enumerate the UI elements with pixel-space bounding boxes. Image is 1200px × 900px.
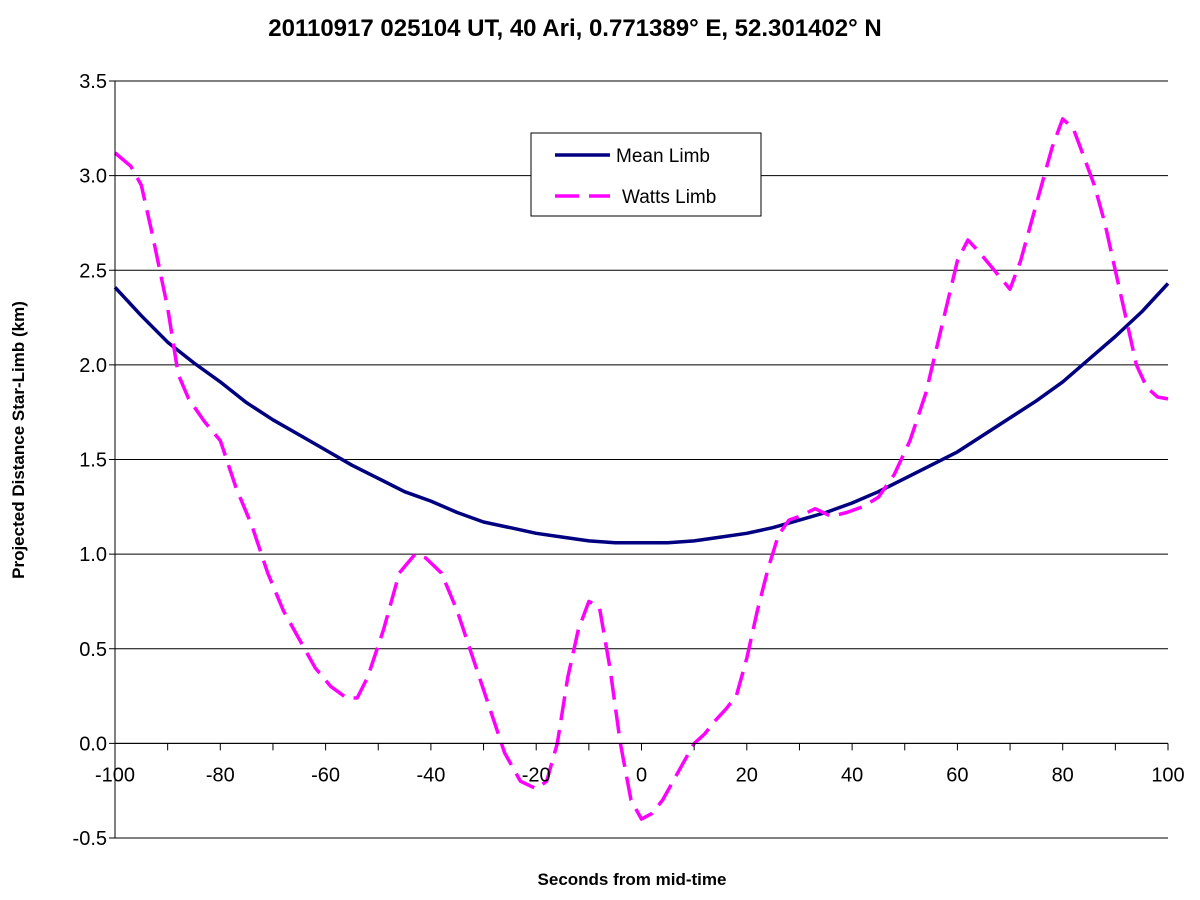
legend-label-mean-limb: Mean Limb [616,146,710,167]
series-line-mean-limb [113,282,1170,545]
y-tick-label: -0.5 [73,828,107,850]
x-tick-label: -60 [311,764,340,786]
y-axis-title: Projected Distance Star-Limb (km) [9,301,28,579]
x-tick-label: -100 [95,764,135,786]
x-tick-label: 60 [946,764,968,786]
y-tick-label: 1.5 [79,450,107,472]
series-group [113,117,1170,821]
x-axis-title: Seconds from mid-time [538,870,727,889]
x-tick-label: -40 [416,764,445,786]
series-line-watts-limb [113,117,1169,821]
legend-label-watts-limb: Watts Limb [622,187,716,208]
chart-title: 20110917 025104 UT, 40 Ari, 0.771389° E,… [268,15,881,42]
x-tick-label: 0 [636,764,647,786]
x-tick-label: 20 [736,764,758,786]
tick-labels: -0.5 0.0 0.5 1.0 1.5 2.0 2.5 3.0 3.5 -100 -80 -60 -4… [73,71,1185,850]
legend-box [530,132,762,217]
x-tick-label: 100 [1151,764,1184,786]
x-tick-label: -80 [206,764,235,786]
x-tick-label: -20 [522,764,551,786]
y-tick-label: 1.0 [79,544,107,566]
x-tick-label: 40 [841,764,863,786]
y-tick-label: 2.5 [79,260,107,282]
x-tick-label: 80 [1052,764,1074,786]
y-tick-label: 0.0 [79,733,107,755]
legend: Mean Limb Watts Limb [530,132,762,217]
axes [109,80,1169,839]
y-tick-label: 0.5 [79,639,107,661]
y-tick-label: 2.0 [79,355,107,377]
y-tick-label: 3.0 [79,166,107,188]
y-tick-label: 3.5 [79,71,107,93]
